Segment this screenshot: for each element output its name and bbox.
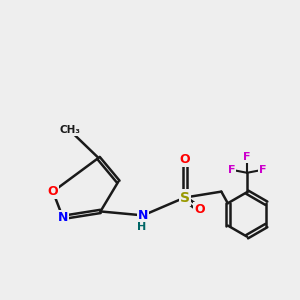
Text: CH₃: CH₃ <box>59 125 80 135</box>
Text: N: N <box>58 211 68 224</box>
Text: F: F <box>228 165 236 175</box>
Text: N: N <box>138 209 148 222</box>
Text: O: O <box>179 153 190 167</box>
Text: H: H <box>137 222 146 232</box>
Text: S: S <box>180 190 190 205</box>
Text: O: O <box>48 185 58 198</box>
Text: F: F <box>259 165 266 175</box>
Text: F: F <box>243 152 251 162</box>
Text: O: O <box>194 203 205 216</box>
